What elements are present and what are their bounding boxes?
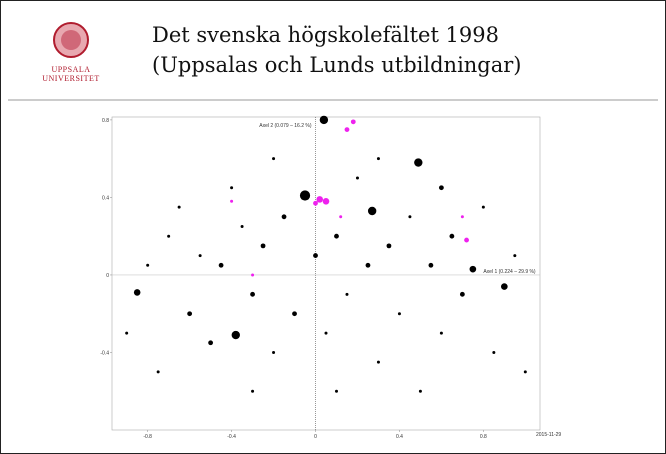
point (376, 157, 380, 161)
point (344, 127, 350, 132)
point (449, 233, 455, 239)
point (316, 196, 324, 203)
point (523, 370, 527, 374)
point (251, 273, 255, 277)
point (198, 254, 202, 258)
point (334, 233, 339, 239)
point (231, 330, 240, 340)
point (481, 205, 485, 209)
point (469, 265, 477, 273)
point (272, 157, 276, 161)
x-tick-label: -0.4 (227, 434, 236, 440)
point (313, 200, 318, 206)
point (428, 262, 434, 268)
point (299, 190, 311, 201)
point (339, 215, 343, 219)
point (208, 340, 214, 346)
point (272, 350, 276, 354)
logo-text: UPPSALA (51, 65, 90, 74)
x-tick-label: 0.8 (480, 434, 487, 440)
point (156, 370, 160, 374)
point (355, 176, 359, 180)
title: Det svenska högskolefältet 1998 (152, 23, 499, 47)
y-tick-label: 0 (106, 273, 109, 279)
date: 2015-11-29 (536, 432, 561, 438)
point (292, 311, 297, 317)
point (367, 206, 377, 216)
point (345, 292, 349, 296)
point (334, 389, 338, 393)
point (386, 243, 392, 249)
point (365, 262, 371, 268)
point (397, 312, 401, 316)
point (464, 237, 469, 243)
point (350, 119, 356, 125)
point (439, 331, 443, 335)
point (459, 291, 465, 297)
point (376, 360, 380, 364)
point (146, 263, 150, 267)
point (324, 331, 328, 335)
y-tick-label: 0.8 (102, 118, 109, 124)
point (133, 289, 141, 296)
point (125, 331, 129, 335)
x-tick-label: 0 (314, 434, 317, 440)
point (438, 185, 444, 191)
x-axis-label: Axel 1 (0.224 – 29.9 %) (483, 269, 536, 275)
x-tick-label: 0.4 (396, 434, 403, 440)
point (322, 198, 330, 205)
title: (Uppsalas och Lunds utbildningar) (152, 53, 522, 77)
point (460, 215, 464, 219)
point (230, 199, 234, 203)
logo (53, 22, 89, 58)
point (260, 243, 266, 249)
point (251, 389, 255, 393)
point (167, 234, 171, 238)
point (492, 350, 496, 354)
point (313, 253, 318, 258)
point (319, 115, 329, 125)
point (218, 262, 224, 268)
point (418, 389, 422, 393)
point (501, 283, 508, 290)
x-tick-label: -0.8 (143, 434, 152, 440)
logo-text: UNIVERSITET (42, 74, 100, 83)
point (240, 225, 244, 229)
y-tick-label: -0.4 (100, 350, 109, 356)
point (187, 311, 193, 317)
point (408, 215, 412, 219)
point (281, 214, 287, 220)
point (230, 186, 234, 190)
y-tick-label: 0.4 (102, 195, 109, 201)
point (250, 291, 255, 297)
point (414, 158, 423, 167)
point (513, 254, 517, 258)
point (177, 205, 181, 209)
y-axis-label: Axel 2 (0.079 – 16.2 %) (259, 123, 312, 129)
